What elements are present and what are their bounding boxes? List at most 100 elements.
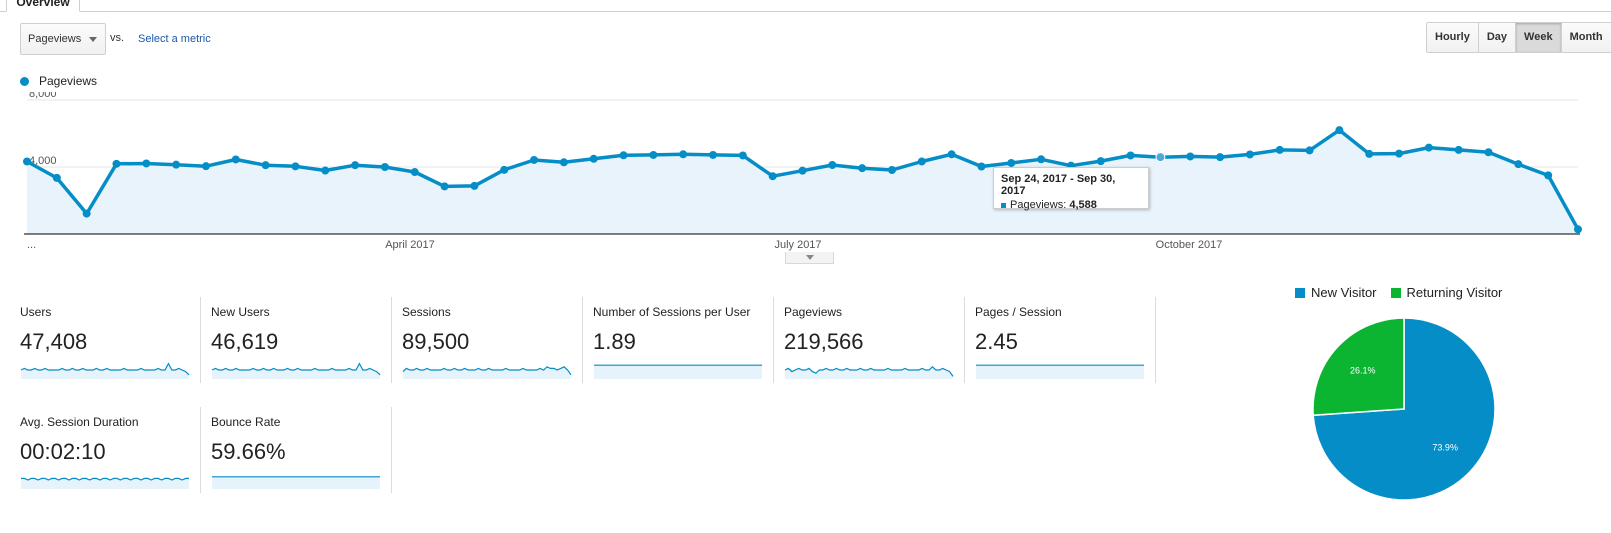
- data-point: [679, 150, 688, 159]
- metric-tile[interactable]: Avg. Session Duration 00:02:10: [20, 415, 210, 500]
- metric-dropdown[interactable]: Pageviews: [20, 23, 106, 55]
- data-point: [1514, 160, 1523, 169]
- sparkline-line: [784, 365, 954, 377]
- week-button[interactable]: Week: [1516, 23, 1562, 52]
- pie-legend-item: Returning Visitor: [1390, 285, 1502, 300]
- data-point: [917, 157, 926, 166]
- data-point: [858, 164, 867, 173]
- tile-divider: [773, 297, 774, 383]
- metric-value: 47,408: [20, 329, 88, 354]
- legend-square-icon: [1390, 287, 1401, 298]
- tooltip-title: Sep 24, 2017 - Sep 30, 2017: [1001, 173, 1116, 197]
- sparkline-area: [594, 365, 762, 379]
- visitor-type-pie-chart[interactable]: 73.9% 26.1%: [1311, 316, 1497, 502]
- x-tick-label: April 2017: [385, 239, 435, 251]
- data-point: [500, 165, 509, 174]
- hourly-button[interactable]: Hourly: [1427, 23, 1479, 52]
- metric-tile[interactable]: Pages / Session 2.45: [975, 305, 1165, 390]
- data-point: [52, 173, 61, 182]
- data-point: [410, 168, 419, 177]
- y-tick-label: 4,000: [29, 155, 57, 167]
- data-point: [619, 151, 628, 160]
- tab-bar: Overview: [0, 0, 1611, 12]
- pie-slice: [1312, 317, 1405, 417]
- metric-tile[interactable]: Number of Sessions per User 1.89: [593, 305, 783, 390]
- data-point: [768, 172, 777, 181]
- legend-label: Pageviews: [39, 74, 98, 88]
- tooltip-value: 4,588: [1069, 199, 1097, 211]
- metric-value: 1.89: [593, 329, 636, 354]
- sparkline-area: [785, 366, 953, 379]
- metric-dropdown-value: Pageviews: [28, 33, 82, 45]
- pie-slice-label: 26.1%: [1350, 366, 1376, 376]
- metric-tile[interactable]: Pageviews 219,566: [784, 305, 974, 390]
- data-point: [589, 154, 598, 163]
- x-tick-label: October 2017: [1156, 239, 1223, 251]
- metric-label: Sessions: [402, 305, 451, 319]
- data-point: [947, 150, 956, 159]
- data-point: [709, 150, 718, 159]
- select-metric-link[interactable]: Select a metric: [138, 33, 211, 45]
- data-point: [82, 209, 91, 218]
- metric-tile[interactable]: Users 47,408: [20, 305, 210, 390]
- pie-slice-label: 73.9%: [1432, 443, 1458, 453]
- chart-tooltip: Sep 24, 2017 - Sep 30, 2017 Pageviews: 4…: [993, 167, 1149, 211]
- data-point: [1126, 151, 1135, 160]
- tab-overview[interactable]: Overview: [6, 0, 80, 12]
- metric-value: 59.66%: [211, 439, 286, 464]
- day-button[interactable]: Day: [1478, 23, 1517, 52]
- metric-tile[interactable]: Sessions 89,500: [402, 305, 592, 390]
- metric-sparkline: [212, 476, 380, 489]
- data-point: [440, 182, 449, 191]
- sparkline-line: [402, 366, 572, 376]
- data-point: [1454, 145, 1463, 154]
- data-point: [1365, 149, 1374, 158]
- pie-legend-item: New Visitor: [1295, 285, 1377, 300]
- pageviews-line-chart[interactable]: 4,000 8,000... April 2017 July 2017 October …: [0, 92, 1611, 252]
- month-button[interactable]: Month: [1561, 23, 1611, 52]
- chevron-down-icon: [89, 37, 97, 42]
- data-point: [1037, 155, 1046, 164]
- sparkline-line: [21, 477, 189, 481]
- metric-label: Users: [20, 305, 52, 319]
- data-point: [201, 162, 210, 171]
- tile-divider: [200, 297, 201, 383]
- data-point: [231, 155, 240, 164]
- pie-legend-label: New Visitor: [1311, 285, 1377, 300]
- metric-sparkline: [784, 365, 954, 379]
- data-point: [1335, 126, 1344, 135]
- sparkline-line: [20, 362, 190, 376]
- sparkline-area: [21, 478, 189, 489]
- data-point: [649, 150, 658, 159]
- metric-sparkline: [21, 477, 189, 489]
- data-point: [828, 160, 837, 169]
- metric-sparkline: [594, 364, 762, 379]
- data-point: [380, 163, 389, 171]
- tile-divider: [391, 297, 392, 383]
- metric-tile[interactable]: Bounce Rate 59.66%: [211, 415, 401, 500]
- sparkline-area: [212, 476, 380, 489]
- collapse-chart-handle[interactable]: [785, 252, 834, 264]
- metric-label: Avg. Session Duration: [20, 415, 139, 429]
- tile-divider: [1155, 297, 1156, 383]
- tooltip-square-icon: [1001, 202, 1006, 208]
- metric-value: 2.45: [975, 329, 1018, 354]
- pageviews-area: [27, 130, 1578, 234]
- metric-tile[interactable]: New Users 46,619: [211, 305, 401, 390]
- chart-legend: Pageviews: [20, 74, 97, 88]
- metric-value: 00:02:10: [20, 439, 106, 464]
- metric-sparkline: [402, 366, 572, 379]
- y-tick-label: 8,000: [29, 92, 57, 100]
- data-point: [1395, 149, 1404, 158]
- data-point: [142, 159, 151, 168]
- metric-label: Bounce Rate: [211, 415, 281, 429]
- tooltip-label: Pageviews:: [1010, 199, 1067, 211]
- legend-square-icon: [1295, 287, 1305, 298]
- tile-divider: [582, 297, 583, 383]
- data-point: [977, 162, 986, 171]
- data-point: [1275, 145, 1284, 154]
- data-point: [291, 162, 300, 171]
- data-point: [1574, 225, 1582, 234]
- x-tick-label: July 2017: [774, 239, 821, 251]
- data-point: [1424, 143, 1433, 152]
